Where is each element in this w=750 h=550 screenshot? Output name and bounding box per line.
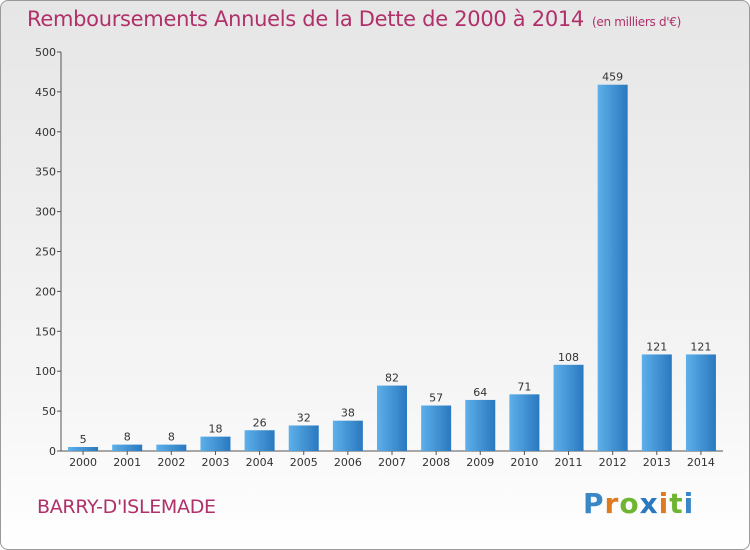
title-text: Remboursements Annuels de la Dette de 20… [27,7,584,31]
title-unit: (en milliers d'€) [592,15,682,29]
data-label: 71 [517,380,531,393]
bar [685,354,716,451]
logo-letter: P [583,487,605,520]
data-label: 108 [558,351,579,364]
bar [377,385,407,451]
y-tick-label: 350 [35,166,56,179]
data-label: 82 [385,372,399,385]
y-tick-label: 150 [35,325,56,338]
bar [332,420,363,451]
x-tick-label: 2013 [643,456,671,469]
logo-letter: r [604,487,620,520]
y-tick-label: 200 [35,285,56,298]
bar [200,436,231,451]
y-tick-label: 300 [35,206,56,219]
bar [641,354,672,451]
x-tick-label: 2001 [113,456,141,469]
logo-letter: i [658,487,670,520]
x-tick-label: 2000 [69,456,97,469]
x-tick-label: 2005 [290,456,318,469]
data-label: 18 [208,423,222,436]
chart-title: Remboursements Annuels de la Dette de 20… [27,7,681,31]
x-tick-label: 2004 [246,456,274,469]
bar [421,405,452,451]
data-label: 5 [80,433,87,446]
y-tick-label: 250 [35,246,56,259]
data-label: 38 [341,407,355,420]
bar [553,364,584,451]
data-label: 32 [297,411,311,424]
x-tick-label: 2003 [201,456,229,469]
bar [509,394,540,451]
data-label: 26 [253,416,267,429]
data-label: 8 [124,431,131,444]
logo-letter: x [639,487,659,520]
x-tick-label: 2010 [510,456,538,469]
data-label: 459 [602,71,623,84]
bar [597,84,628,451]
x-tick-label: 2011 [555,456,583,469]
data-label: 121 [646,340,667,353]
x-tick-label: 2006 [334,456,362,469]
bar-chart: 0 50 100 150 200 250 300 350 400 450 500 5 2000 8 2001… [35,46,723,469]
bar [288,425,319,451]
x-tick-label: 2002 [157,456,185,469]
data-label: 57 [429,392,443,405]
x-tick-label: 2012 [599,456,627,469]
logo-letter: o [619,487,640,520]
x-tick-label: 2014 [687,456,715,469]
x-tick-label: 2009 [466,456,494,469]
y-tick-label: 100 [35,365,56,378]
data-label: 64 [473,386,487,399]
logo-letter: t [669,487,684,520]
y-tick-label: 0 [49,445,56,458]
proxiti-logo: Proxiti [583,487,694,520]
y-tick-label: 400 [35,126,56,139]
bar [68,447,99,451]
bar [465,399,496,451]
x-tick-label: 2008 [422,456,450,469]
logo-letter: i [683,487,695,520]
data-label: 8 [168,431,175,444]
x-tick-label: 2007 [378,456,406,469]
y-tick-label: 50 [42,405,56,418]
bar [156,444,187,451]
town-name: BARRY-D'ISLEMADE [37,496,216,518]
data-label: 121 [690,340,711,353]
y-tick-label: 450 [35,86,56,99]
y-tick-label: 500 [35,46,56,59]
bar [244,430,275,451]
bar [112,444,143,451]
